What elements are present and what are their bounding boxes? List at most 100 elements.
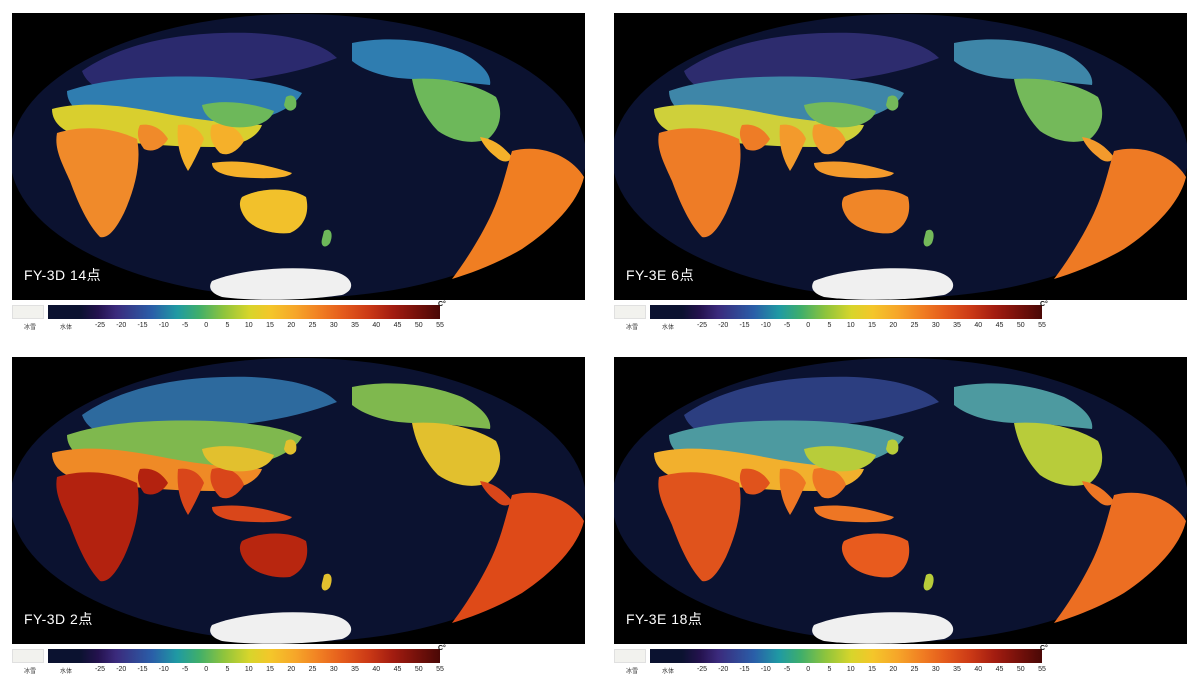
legend-tick-label: 10 [846,666,855,673]
land-arabia [137,468,168,495]
legend-tick-label: 5 [827,322,832,329]
legend-unit: C° [1040,645,1048,652]
land-india [779,468,806,515]
legend-gradient-bar [682,649,1042,663]
land-north-america [412,78,501,142]
legend-tick-label: -15 [739,322,750,329]
legend-tick-label: 35 [953,322,961,329]
land-se-asia [210,123,244,155]
land-antarctica [812,612,954,644]
legend-tick-label: -25 [696,666,708,673]
land-south-america [1054,492,1186,623]
land-north-america-north [352,383,491,429]
legend-tick-label: 35 [351,322,359,329]
land-new-zealand [321,573,332,591]
land-india [779,124,806,171]
legend-ticks: -25 -20 -15 -10 -5 0 5 10 15 20 25 30 35 40 45 50 55 [80,666,444,678]
legend-tick-label: 55 [436,666,444,673]
legend-snow-label: 冰雪 [24,669,37,675]
legend-tick-label: 20 [889,322,898,329]
land-japan [886,95,899,111]
legend-tick-label: 10 [244,666,253,673]
legend-snow-swatch [614,649,646,663]
panel-top-left: FY-3D 14点 冰雪 水体 C° -25 -20 -15 -10 -5 0 5 10 15 20 25 3… [12,13,585,347]
colorbar-legend: 冰雪 水体 C° -25 -20 -15 -10 -5 0 5 10 15 20 25 30 35 40 45 50… [614,645,1048,685]
land-australia [841,533,910,578]
land-japan [284,439,297,455]
legend-tick-label: -15 [137,666,148,673]
legend-tick-label: 20 [287,666,296,673]
land-australia [239,533,308,578]
legend-tick-label: 35 [351,666,359,673]
colorbar-legend: 冰雪 水体 C° -25 -20 -15 -10 -5 0 5 10 15 20 25 30 35 40 45 50… [12,301,446,341]
legend-water-swatch [48,305,80,319]
land-arabia [739,124,770,151]
legend-tick-label: 5 [225,666,230,673]
legend-tick-label: -5 [783,666,791,673]
land-australia [841,189,910,234]
land-china [804,446,876,472]
legend-tick-label: 30 [329,666,338,673]
legend-tick-label: -25 [94,322,106,329]
legend-snow-swatch [614,305,646,319]
legend-tick-label: -20 [116,322,127,329]
land-japan [886,439,899,455]
land-antarctica [210,612,352,644]
legend-snow-swatch [12,305,44,319]
land-siberia [82,376,337,436]
legend-tick-label: 25 [308,322,317,329]
land-central-america [1082,481,1114,506]
legend-tick-label: 15 [266,666,274,673]
land-africa [56,472,139,582]
legend-tick-label: 20 [287,322,296,329]
panel-bottom-left: FY-3D 2点 冰雪 水体 C° -25 -20 -15 -10 -5 0 5 10 15 20 25 30… [12,357,585,691]
land-indonesia [814,505,894,523]
land-arabia [137,124,168,151]
land-new-zealand [923,229,934,247]
legend-unit: C° [438,645,446,652]
land-north-america-north [954,39,1093,85]
legend-tick-label: 50 [1016,322,1025,329]
legend-water-label: 水体 [60,325,73,331]
legend-ticks: -25 -20 -15 -10 -5 0 5 10 15 20 25 30 35 40 45 50 55 [682,322,1046,334]
land-north-america [1014,422,1103,486]
land-australia [239,189,308,234]
legend-tick-label: 40 [372,322,381,329]
legend-tick-label: -5 [181,322,189,329]
legend-tick-label: -25 [94,666,106,673]
land-north-america-north [954,383,1093,429]
land-china [804,102,876,128]
land-arabia [739,468,770,495]
legend-unit: C° [438,301,446,308]
land-north-america [1014,78,1103,142]
land-se-asia [812,123,846,155]
legend-snow-label: 冰雪 [626,669,639,675]
map-frame: FY-3E 18点 [614,357,1187,644]
legend-tick-label: 20 [889,666,898,673]
legend-tick-label: 15 [868,322,876,329]
map-projection [614,358,1187,644]
land-central-america [480,137,512,162]
legend-tick-label: 0 [204,322,209,329]
legend-tick-label: 40 [372,666,381,673]
land-se-asia [210,467,244,499]
land-antarctica [812,268,954,300]
legend-tick-label: 30 [931,322,940,329]
legend-tick-label: 10 [846,322,855,329]
legend-tick-label: -10 [158,666,169,673]
colorbar-legend: 冰雪 水体 C° -25 -20 -15 -10 -5 0 5 10 15 20 25 30 35 40 45 50… [12,645,446,685]
land-north-america-north [352,39,491,85]
legend-water-label: 水体 [662,669,675,675]
legend-tick-label: -10 [158,322,169,329]
legend-tick-label: 55 [1038,666,1046,673]
land-indonesia [212,505,292,523]
legend-tick-label: 5 [827,666,832,673]
land-china [202,446,274,472]
land-central-america [1082,137,1114,162]
panel-label: FY-3E 18点 [626,611,703,627]
land-new-zealand [321,229,332,247]
legend-tick-label: -15 [739,666,750,673]
legend-water-swatch [650,649,682,663]
land-india [177,468,204,515]
panel-label: FY-3D 2点 [24,611,93,627]
